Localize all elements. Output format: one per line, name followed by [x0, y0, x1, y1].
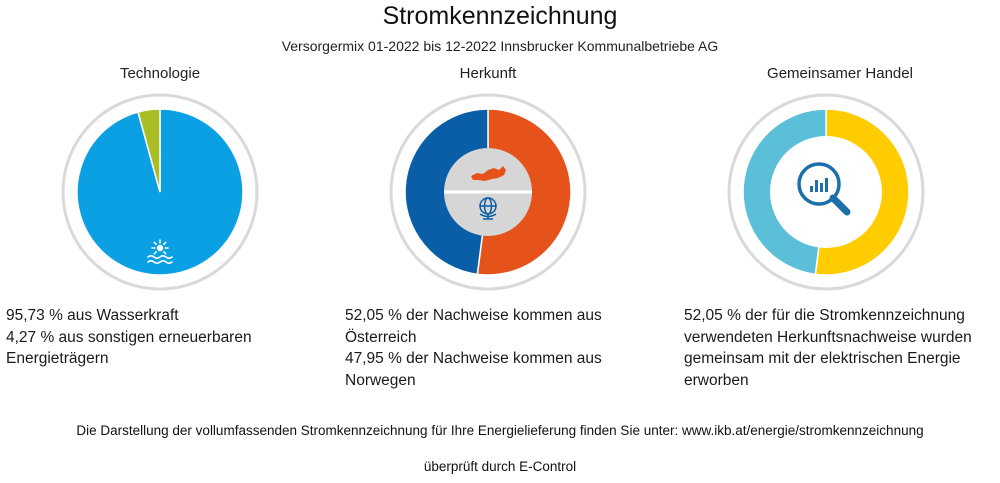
gemeinsamer-handel-donut-chart — [727, 93, 925, 291]
description-line: 52,05 % der Nachweise kommen aus Österre… — [345, 307, 602, 346]
footer-verified: überprüft durch E-Control — [423, 459, 577, 474]
herkunft-donut-chart — [389, 93, 587, 291]
page-title: Stromkennzeichnung — [382, 2, 618, 30]
description-line: 95,73 % aus Wasserkraft — [6, 307, 179, 324]
chart-title-herkunft: Herkunft — [459, 65, 517, 82]
outer-ring — [389, 93, 587, 291]
page-subtitle: Versorgermix 01-2022 bis 12-2022 Innsbru… — [281, 38, 719, 54]
chart-title-gemeinsamer-handel: Gemeinsamer Handel — [767, 65, 913, 82]
outer-ring — [61, 93, 259, 291]
pie-slice-2 — [137, 108, 161, 193]
technologie-description: 95,73 % aus Wasserkraft 4,27 % aus sonst… — [6, 305, 306, 370]
footer-info: Die Darstellung der vollumfassenden Stro… — [76, 423, 924, 438]
description-line: 4,27 % aus sonstigen erneuerbaren Energi… — [6, 328, 252, 368]
sun-water-icon — [147, 239, 173, 265]
description-line: 47,95 % der Nachweise kommen aus Norwege… — [345, 350, 602, 389]
description-line: 52,05 % der für die Stromkennzeichnung v… — [684, 307, 972, 389]
slices — [76, 108, 244, 276]
gemeinsamer-handel-description: 52,05 % der für die Stromkennzeichnung v… — [684, 305, 999, 391]
austria-map-icon — [471, 166, 506, 181]
globe-icon — [479, 197, 497, 220]
herkunft-description: 52,05 % der Nachweise kommen aus Österre… — [345, 305, 655, 391]
magnifier-chart-icon — [797, 162, 851, 216]
technologie-pie-chart — [61, 93, 259, 291]
outer-ring — [727, 93, 925, 291]
chart-title-technologie: Technologie — [119, 65, 201, 82]
